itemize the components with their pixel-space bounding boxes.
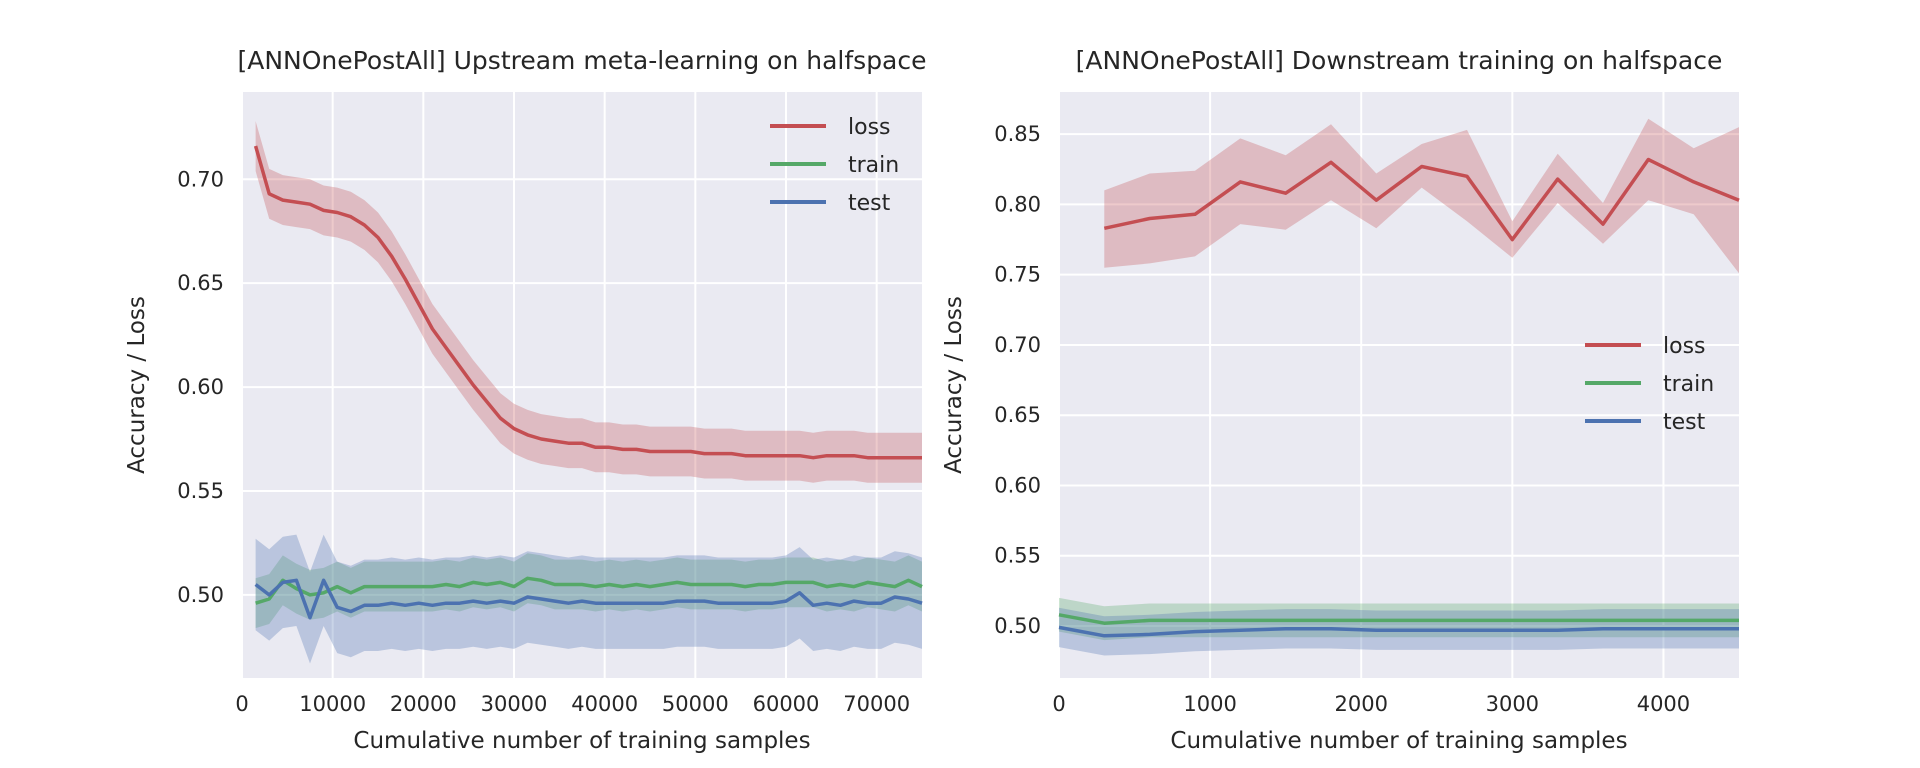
y-tick-label: 0.60 [994, 473, 1041, 497]
x-tick-label: 50000 [662, 692, 729, 716]
y-tick-label: 0.55 [994, 544, 1041, 568]
train-confidence-band [255, 553, 923, 629]
y-tick-label: 0.80 [994, 192, 1041, 216]
grid [241, 92, 922, 678]
y-tick-label: 0.50 [994, 614, 1041, 638]
series-lines [1058, 157, 1740, 638]
y-tick-label: 0.50 [177, 583, 224, 607]
x-tick-label: 3000 [1486, 692, 1539, 716]
loss-confidence-band [1104, 118, 1739, 274]
y-tick-label: 0.75 [994, 263, 1041, 287]
y-axis-label: Accuracy / Loss [124, 296, 150, 474]
loss-confidence-band [255, 121, 923, 483]
confidence-bands [255, 121, 923, 664]
plot-area [242, 92, 922, 678]
x-axis-label: Cumulative number of training samples [1170, 728, 1627, 754]
legend-label-loss: loss [848, 115, 891, 140]
x-tick-label: 0 [235, 692, 248, 716]
y-tick-label: 0.60 [177, 375, 224, 399]
legend-label-train: train [1663, 372, 1714, 397]
x-tick-label: 1000 [1183, 692, 1236, 716]
tick-labels: 0 10000 20000 30000 40000 50000 60000 70000 0.50… [177, 167, 910, 716]
x-tick-label: 4000 [1637, 692, 1690, 716]
legend-label-loss: loss [1663, 334, 1706, 359]
tick-labels: 0 1000 2000 3000 4000 0.50 0.55 0.60 0.65 0.70 0.7… [994, 122, 1690, 716]
loss-series-line [1103, 157, 1740, 242]
x-axis-label: Cumulative number of training samples [353, 728, 810, 754]
y-tick-label: 0.70 [177, 167, 224, 191]
legend-label-test: test [1663, 410, 1706, 435]
x-tick-label: 0 [1052, 692, 1065, 716]
chart-downstream: 0 1000 2000 3000 4000 0.50 0.55 0.60 0.65 0.70 0.7… [941, 46, 1740, 754]
loss-series-line [253, 145, 922, 460]
test-series-line [254, 578, 923, 620]
legend: loss train test [770, 115, 899, 216]
grid [1058, 92, 1739, 678]
legend-label-train: train [848, 153, 899, 178]
y-tick-label: 0.70 [994, 333, 1041, 357]
train-series-line [1058, 613, 1739, 625]
test-confidence-band [255, 534, 923, 664]
y-tick-label: 0.85 [994, 122, 1041, 146]
x-tick-label: 40000 [571, 692, 638, 716]
y-tick-label: 0.55 [177, 479, 224, 503]
x-tick-label: 10000 [299, 692, 366, 716]
y-tick-label: 0.65 [177, 271, 224, 295]
x-tick-label: 70000 [843, 692, 910, 716]
legend-label-test: test [848, 191, 891, 216]
y-axis-label: Accuracy / Loss [941, 296, 967, 474]
y-tick-label: 0.65 [994, 403, 1041, 427]
x-tick-label: 20000 [390, 692, 457, 716]
series-lines [253, 145, 923, 620]
chart-upstream: 0 10000 20000 30000 40000 50000 60000 70000 0.50… [124, 46, 927, 754]
x-tick-label: 2000 [1334, 692, 1387, 716]
legend: loss train test [1585, 334, 1714, 435]
x-tick-label: 30000 [481, 692, 548, 716]
x-tick-label: 60000 [753, 692, 820, 716]
chart-title: [ANNOnePostAll] Downstream training on h… [1076, 46, 1723, 75]
train-series-line [255, 576, 923, 605]
test-series-line [1058, 625, 1739, 638]
chart-title: [ANNOnePostAll] Upstream meta-learning o… [237, 46, 926, 75]
